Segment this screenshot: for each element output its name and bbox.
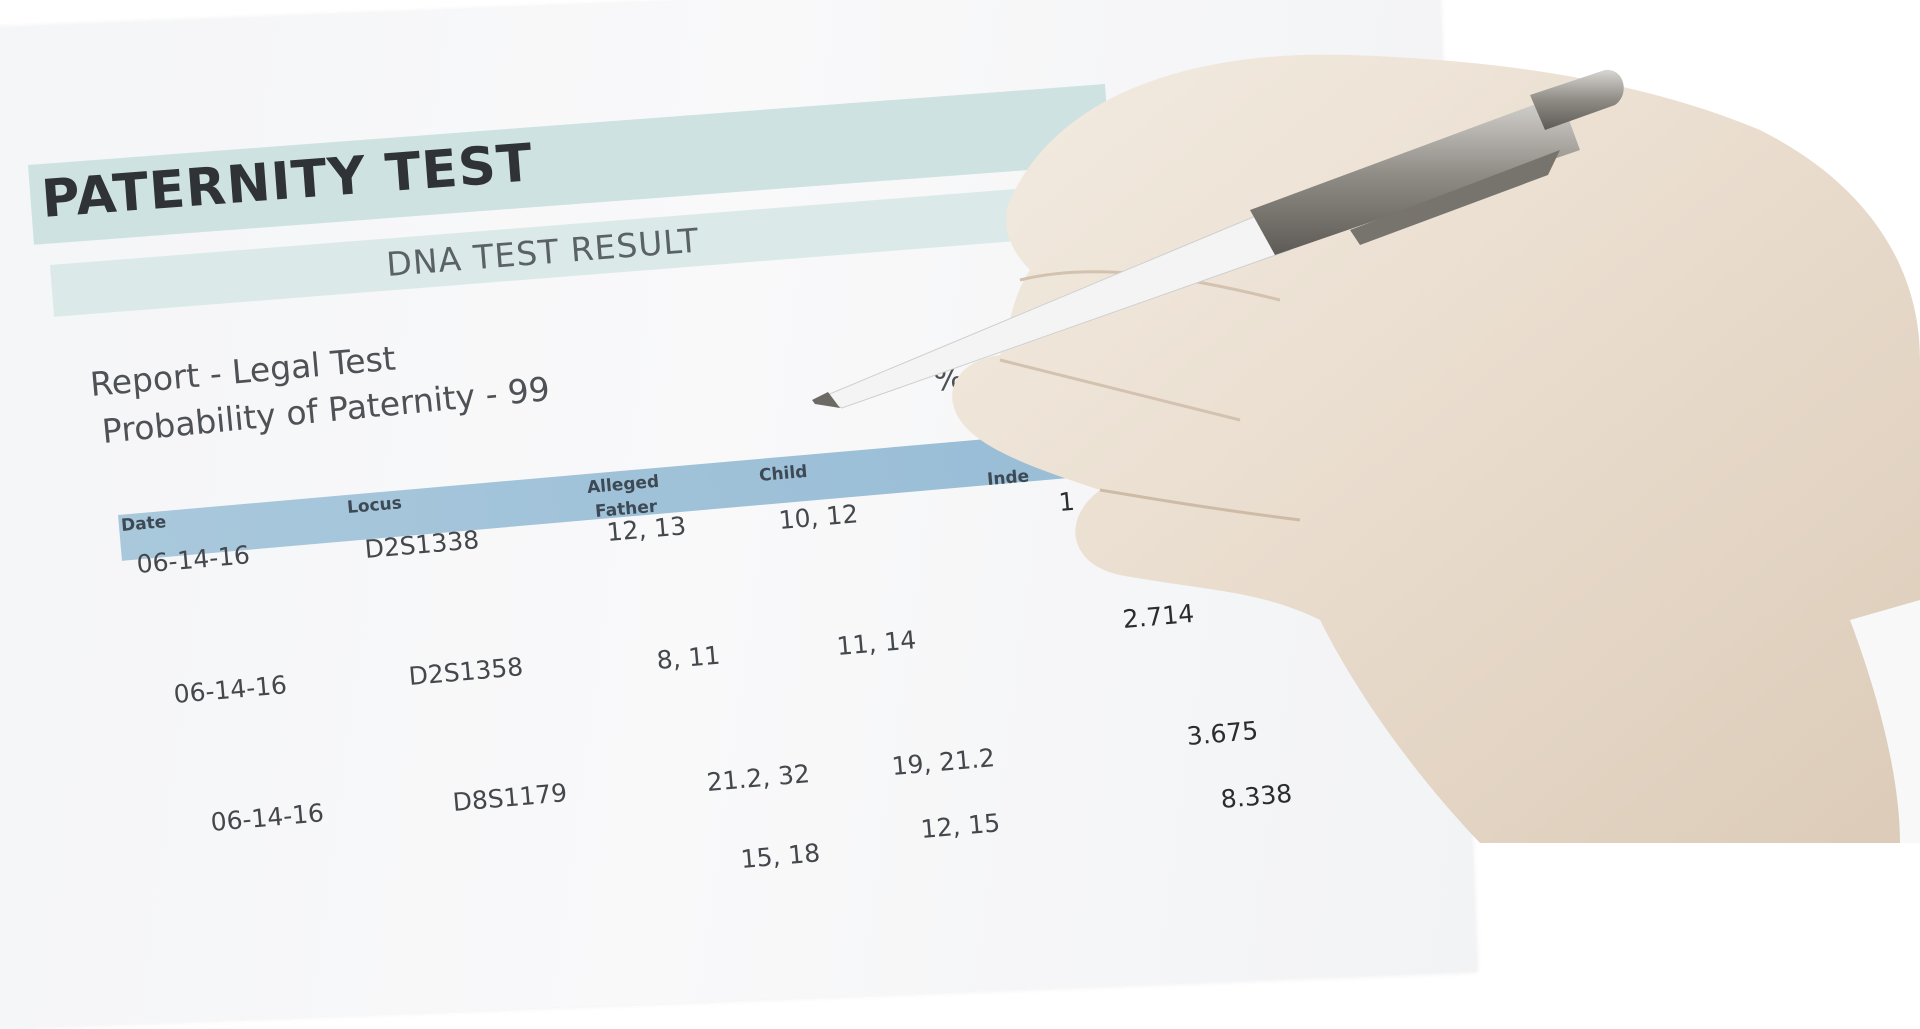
pen-icon — [812, 69, 1624, 409]
gloved-hand-with-pen — [812, 54, 1920, 843]
